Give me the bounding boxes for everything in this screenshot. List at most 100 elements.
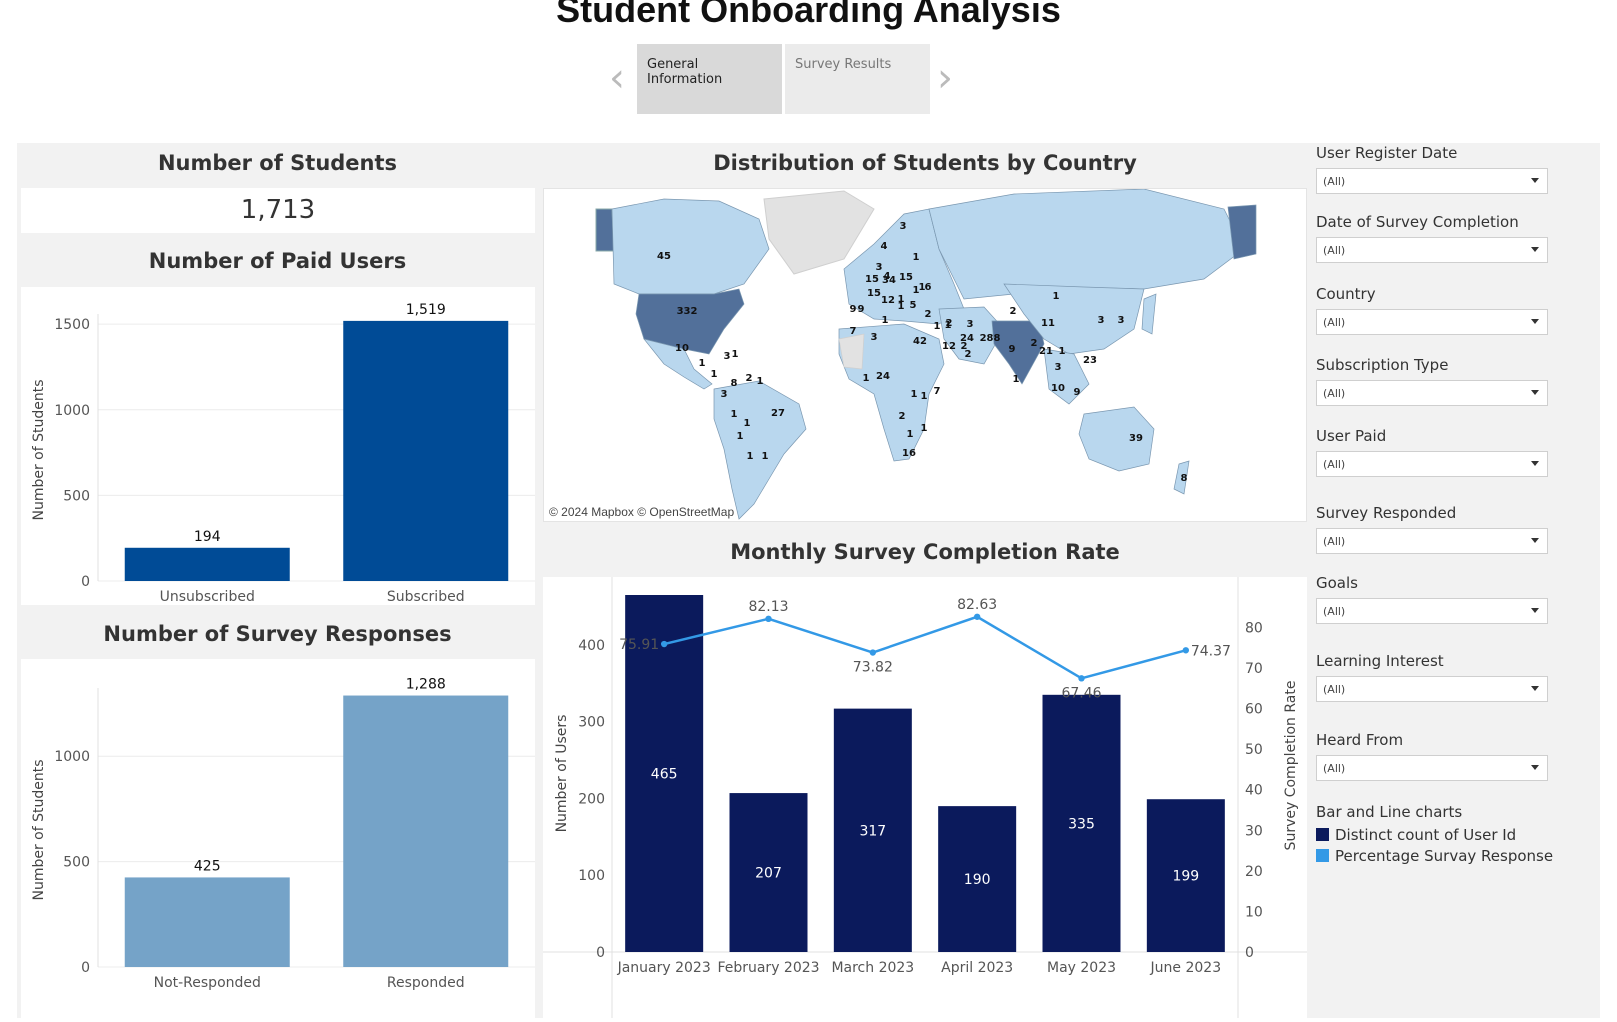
russia-shape[interactable] [928,189,1245,300]
survey-rate-point[interactable] [973,613,981,620]
country-count-label: 8 [731,378,738,389]
country-count-label: 1 [913,252,920,263]
chevron-down-icon [1531,686,1539,691]
bar-not-responded[interactable] [124,877,290,967]
monthly-chart-title: Monthly Survey Completion Rate [730,540,1120,564]
legend-item-user-count[interactable]: Distinct count of User Id [1316,826,1556,844]
bar-value-label: 1,288 [406,677,446,693]
filter-dropdown[interactable]: (All) [1316,451,1548,477]
filter-goals: Goals (All) [1316,574,1548,624]
line-value-label: 75.91 [619,637,659,653]
y-tick-label: 200 [578,791,605,807]
country-count-label: 2 [1010,306,1017,317]
bar-user-count[interactable] [729,793,808,952]
country-count-label: 3 [876,262,883,273]
country-map[interactable]: 45 332 10 1 3 1 1 8 2 1 3 1 1 27 1 1 1 2 3 4 4 1 1 15 3 34 15 1 6 9 9 1… [543,188,1307,522]
x-tick-label: Not-Responded [154,975,261,991]
bar-user-count[interactable] [625,595,704,952]
filter-dropdown[interactable]: (All) [1316,168,1548,194]
y-tick-label: 0 [81,960,90,976]
filter-dropdown[interactable]: (All) [1316,309,1548,335]
middle-east-shape[interactable] [938,306,1005,365]
country-count-label: 1 [1059,346,1066,357]
next-tab-arrow-icon[interactable]: › [937,55,953,101]
monthly-chart-card: 0 100 200 300 400 0 10 20 30 40 50 60 70 80 Number of … [543,577,1307,1018]
country-count-label: 1 [911,389,918,400]
mexico-shape[interactable] [643,338,713,390]
y2-tick-label: 50 [1245,742,1263,758]
country-count-label: 12 [881,295,895,306]
filter-value: (All) [1323,244,1346,257]
paid-users-chart: 0 500 1000 1500 Number of Students 194 Unsubsc… [31,302,535,605]
country-count-label: 9 [858,304,865,315]
filter-dropdown[interactable]: (All) [1316,598,1548,624]
bar-responded[interactable] [343,695,509,967]
country-count-label: 1 [1053,291,1060,302]
bar-value-label: 465 [651,767,678,783]
country-count-label: 3 [1055,362,1062,373]
line-value-label: 82.13 [748,599,788,615]
europe-shape[interactable] [843,208,965,325]
bar-user-count[interactable] [1042,694,1121,952]
country-count-label: 1 [731,409,738,420]
filter-dropdown[interactable]: (All) [1316,237,1548,263]
bar-user-count[interactable] [1146,799,1225,952]
bar-user-count[interactable] [938,806,1017,952]
china-shape[interactable] [1003,283,1145,355]
country-count-label: 1 [711,369,718,380]
chevron-down-icon [1531,247,1539,252]
filter-dropdown[interactable]: (All) [1316,528,1548,554]
bar-value-label: 425 [194,858,221,874]
africa-shape[interactable] [838,323,945,462]
country-count-label: 1 [699,358,706,369]
students-count-title: Number of Students [157,151,398,175]
bar-value-label: 199 [1172,869,1199,885]
country-count-label: 15 [899,272,913,283]
legend-item-survey-pct[interactable]: Percentage Survay Response [1316,847,1556,865]
australia-shape[interactable] [1078,406,1155,472]
filter-value: (All) [1323,683,1346,696]
usa-shape[interactable] [635,288,745,355]
filter-learning-interest: Learning Interest (All) [1316,652,1548,702]
filter-subscription-type: Subscription Type (All) [1316,356,1548,406]
south-america-shape[interactable] [713,380,807,520]
japan-shape[interactable] [1141,293,1157,335]
previous-tab-arrow-icon[interactable]: ‹ [609,55,625,101]
survey-rate-point[interactable] [765,615,772,623]
survey-rate-point[interactable] [1182,647,1190,654]
survey-responses-title: Number of Survey Responses [103,622,452,646]
filter-date-of-survey-completion: Date of Survey Completion (All) [1316,213,1548,263]
tab-general-information[interactable]: General Information [637,44,782,114]
y-tick-label: 1000 [54,403,90,419]
chevron-down-icon [1531,319,1539,324]
survey-rate-point[interactable] [1078,675,1085,682]
y-tick-label: 0 [81,574,90,590]
bar-user-count[interactable] [833,708,912,952]
bar-subscribed[interactable] [343,320,509,581]
greenland-shape [763,190,875,275]
line-value-label: 67.46 [1061,685,1101,701]
se-asia-shape[interactable] [1043,348,1090,405]
far-east-shape[interactable] [1227,204,1257,260]
survey-rate-point[interactable] [869,649,877,656]
country-count-label: 1 [898,301,905,312]
country-count-label: 8 [1181,473,1188,484]
country-count-label: 1 [1013,374,1020,385]
filter-dropdown[interactable]: (All) [1316,380,1548,406]
country-count-label: 21 [1039,346,1053,357]
country-count-label: 7 [850,326,857,337]
filter-dropdown[interactable]: (All) [1316,676,1548,702]
alaska-shape[interactable] [595,208,615,252]
new-zealand-shape[interactable] [1173,460,1190,495]
country-count-label: 5 [910,300,917,311]
y-tick-label: 500 [63,855,90,871]
survey-rate-line[interactable] [663,615,1187,680]
paid-users-title: Number of Paid Users [148,249,407,273]
canada-shape[interactable] [611,198,770,295]
filter-dropdown[interactable]: (All) [1316,755,1548,781]
bar-unsubscribed[interactable] [124,547,290,581]
survey-rate-point[interactable] [660,640,668,648]
tab-survey-results[interactable]: Survey Results [785,44,930,114]
chevron-down-icon [1531,608,1539,613]
